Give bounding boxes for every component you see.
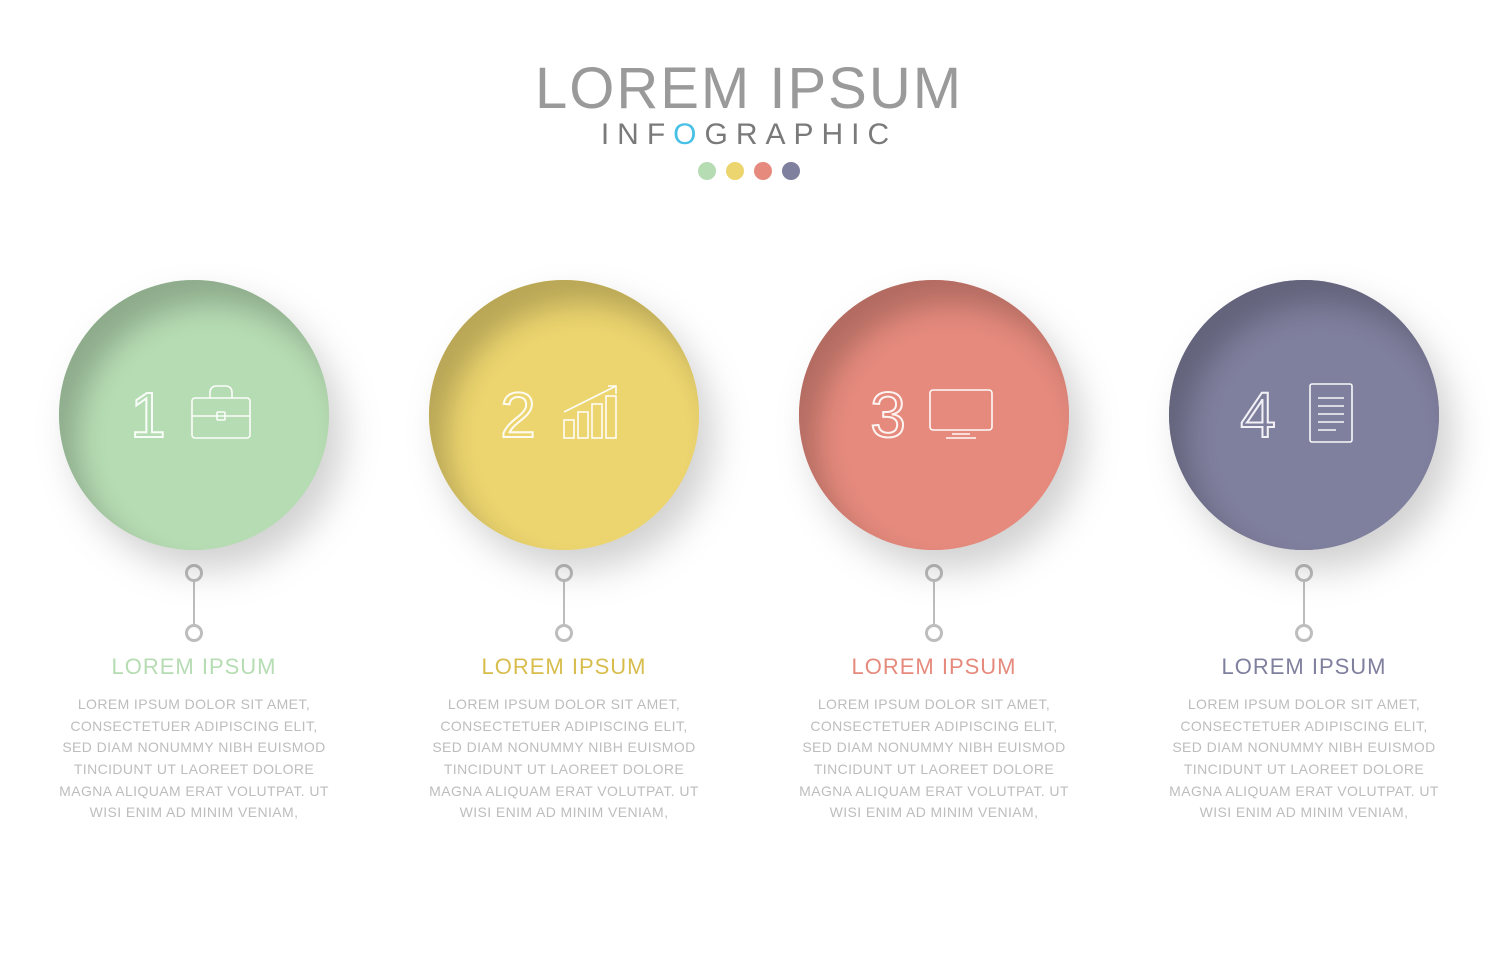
step-1: 1 LOREM IPSUM LOREM IPSUM DOLOR SIT AMET… <box>44 280 344 824</box>
header: LOREM IPSUM INFOGRAPHIC <box>0 55 1498 180</box>
dot-4 <box>782 162 800 180</box>
step-heading: LOREM IPSUM <box>851 654 1016 680</box>
step-body: LOREM IPSUM DOLOR SIT AMET, CONSECTETUER… <box>54 694 334 824</box>
connector <box>185 564 203 642</box>
subtitle-prefix: INF <box>601 118 673 151</box>
growth-chart-icon <box>554 376 628 455</box>
page-subtitle: INFOGRAPHIC <box>0 118 1498 152</box>
step-number: 4 <box>1240 383 1276 447</box>
dot-2 <box>726 162 744 180</box>
step-2: 2 LOREM IPSUM LOREM IPSUM DOLOR SIT AMET… <box>414 280 714 824</box>
monitor-icon <box>924 376 998 455</box>
step-body: LOREM IPSUM DOLOR SIT AMET, CONSECTETUER… <box>794 694 1074 824</box>
step-number: 3 <box>870 383 906 447</box>
step-body: LOREM IPSUM DOLOR SIT AMET, CONSECTETUER… <box>424 694 704 824</box>
palette-dots <box>0 162 1498 180</box>
subtitle-suffix: GRAPHIC <box>704 118 897 151</box>
subtitle-o: O <box>673 118 704 152</box>
briefcase-icon <box>184 376 258 455</box>
step-heading: LOREM IPSUM <box>481 654 646 680</box>
step-3: 3 LOREM IPSUM LOREM IPSUM DOLOR SIT AMET… <box>784 280 1084 824</box>
page-title: LOREM IPSUM <box>0 55 1498 122</box>
connector <box>925 564 943 642</box>
step-4: 4 LOREM IPSUM LOREM IPSUM DOLOR SIT AMET… <box>1154 280 1454 824</box>
steps-row: 1 LOREM IPSUM LOREM IPSUM DOLOR SIT AMET… <box>0 280 1498 824</box>
step-number: 2 <box>500 383 536 447</box>
step-body: LOREM IPSUM DOLOR SIT AMET, CONSECTETUER… <box>1164 694 1444 824</box>
step-disc: 4 <box>1169 280 1439 550</box>
step-heading: LOREM IPSUM <box>111 654 276 680</box>
dot-1 <box>698 162 716 180</box>
step-disc: 3 <box>799 280 1069 550</box>
step-disc: 2 <box>429 280 699 550</box>
connector <box>1295 564 1313 642</box>
dot-3 <box>754 162 772 180</box>
connector <box>555 564 573 642</box>
step-number: 1 <box>130 383 166 447</box>
infographic-stage: LOREM IPSUM INFOGRAPHIC 1 LOREM IPSUM <box>0 0 1498 980</box>
step-heading: LOREM IPSUM <box>1221 654 1386 680</box>
step-disc: 1 <box>59 280 329 550</box>
document-icon <box>1294 376 1368 455</box>
